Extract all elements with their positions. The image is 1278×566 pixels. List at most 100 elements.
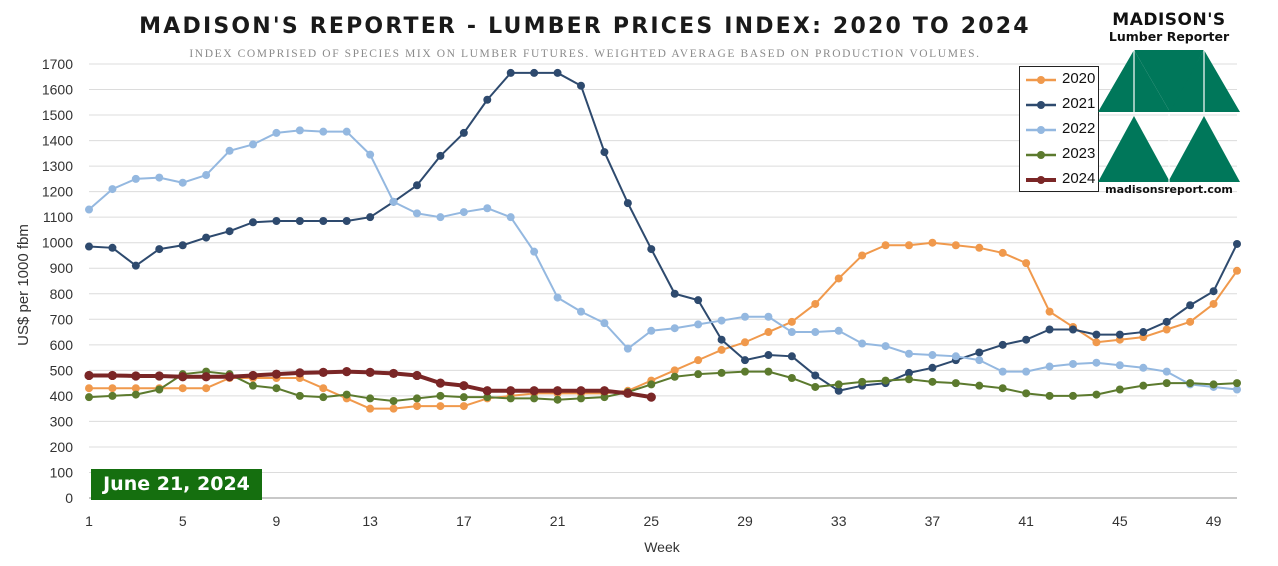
data-point bbox=[1233, 239, 1241, 248]
data-point bbox=[998, 248, 1007, 257]
y-tick-label: 900 bbox=[50, 260, 74, 276]
data-point bbox=[483, 204, 492, 213]
legend-label: 2023 bbox=[1062, 145, 1096, 162]
legend-label: 2020 bbox=[1062, 70, 1096, 87]
data-point bbox=[1115, 330, 1124, 339]
data-point bbox=[975, 348, 984, 357]
x-tick-label: 33 bbox=[831, 513, 847, 529]
data-point bbox=[811, 299, 820, 308]
legend-item-2020: 2020 bbox=[1024, 69, 1098, 91]
data-point bbox=[811, 382, 820, 391]
data-point bbox=[389, 404, 398, 413]
data-point bbox=[717, 368, 726, 377]
data-point bbox=[741, 356, 749, 365]
data-point bbox=[436, 151, 445, 160]
data-point bbox=[858, 339, 867, 348]
y-tick-label: 0 bbox=[65, 490, 73, 506]
data-point bbox=[506, 394, 515, 403]
data-point bbox=[342, 367, 352, 377]
y-tick-label: 1000 bbox=[42, 235, 73, 251]
data-point bbox=[1069, 359, 1077, 368]
data-point bbox=[85, 384, 93, 393]
data-point bbox=[670, 372, 679, 381]
data-point bbox=[459, 381, 469, 391]
data-point bbox=[599, 386, 610, 396]
data-point bbox=[998, 367, 1007, 376]
y-tick-label: 1700 bbox=[42, 56, 73, 72]
series-2023 bbox=[85, 367, 1241, 405]
legend-label: 2021 bbox=[1062, 95, 1096, 112]
data-point bbox=[295, 391, 304, 400]
data-point bbox=[131, 261, 140, 270]
data-point bbox=[1069, 391, 1077, 400]
data-point bbox=[1139, 363, 1148, 372]
y-tick-label: 400 bbox=[50, 388, 74, 404]
data-point bbox=[155, 245, 164, 254]
data-point bbox=[319, 217, 328, 226]
data-point bbox=[506, 386, 516, 396]
x-tick-label: 45 bbox=[1112, 513, 1128, 529]
legend-label: 2022 bbox=[1062, 120, 1096, 137]
data-point bbox=[202, 384, 211, 393]
data-point bbox=[108, 391, 117, 400]
y-tick-label: 1500 bbox=[42, 107, 73, 123]
data-point bbox=[905, 375, 913, 384]
data-point bbox=[1162, 379, 1171, 388]
y-tick-label: 200 bbox=[50, 439, 74, 455]
x-tick-label: 5 bbox=[179, 513, 187, 529]
data-point bbox=[1209, 380, 1218, 389]
data-point bbox=[155, 173, 164, 182]
legend-swatch bbox=[1026, 76, 1056, 84]
data-point bbox=[202, 171, 211, 180]
data-point bbox=[366, 150, 375, 159]
data-point bbox=[858, 377, 867, 386]
data-point bbox=[905, 368, 913, 377]
data-point bbox=[530, 394, 539, 403]
data-point bbox=[1045, 362, 1054, 371]
logo-subname: Lumber Reporter bbox=[1108, 29, 1230, 44]
data-point bbox=[413, 402, 421, 411]
x-tick-label: 17 bbox=[456, 513, 472, 529]
series-2022 bbox=[85, 126, 1241, 394]
data-point bbox=[1022, 389, 1031, 398]
data-point bbox=[1162, 317, 1171, 326]
data-point bbox=[998, 340, 1007, 349]
data-point bbox=[85, 242, 93, 251]
data-point bbox=[85, 205, 93, 214]
data-point bbox=[905, 349, 913, 358]
data-point bbox=[811, 371, 820, 380]
data-point bbox=[1233, 379, 1241, 388]
data-point bbox=[318, 367, 328, 377]
data-point bbox=[295, 217, 304, 226]
data-point bbox=[577, 394, 585, 403]
data-point bbox=[1022, 367, 1031, 376]
data-point bbox=[577, 307, 585, 316]
data-point bbox=[272, 128, 281, 137]
data-point bbox=[694, 370, 703, 379]
y-tick-label: 600 bbox=[50, 337, 74, 353]
data-point bbox=[131, 384, 140, 393]
data-point bbox=[225, 227, 234, 236]
data-point bbox=[577, 81, 585, 90]
data-point bbox=[342, 390, 351, 399]
data-point bbox=[366, 404, 375, 413]
y-tick-label: 1100 bbox=[43, 209, 73, 225]
legend-swatch bbox=[1026, 176, 1056, 184]
data-point bbox=[1115, 361, 1124, 370]
data-point bbox=[764, 328, 773, 337]
data-point bbox=[459, 393, 468, 402]
data-point bbox=[787, 328, 796, 337]
legend-swatch bbox=[1026, 101, 1056, 109]
data-point bbox=[108, 243, 117, 252]
x-axis-label: Week bbox=[644, 539, 681, 555]
data-point bbox=[787, 352, 796, 361]
data-point bbox=[1209, 287, 1218, 296]
data-point bbox=[202, 233, 211, 242]
data-point bbox=[530, 247, 539, 256]
data-point bbox=[249, 218, 257, 227]
x-tick-label: 37 bbox=[925, 513, 941, 529]
y-tick-label: 1400 bbox=[42, 133, 73, 149]
x-tick-label: 29 bbox=[737, 513, 753, 529]
data-point bbox=[506, 68, 515, 77]
data-point bbox=[108, 384, 117, 393]
